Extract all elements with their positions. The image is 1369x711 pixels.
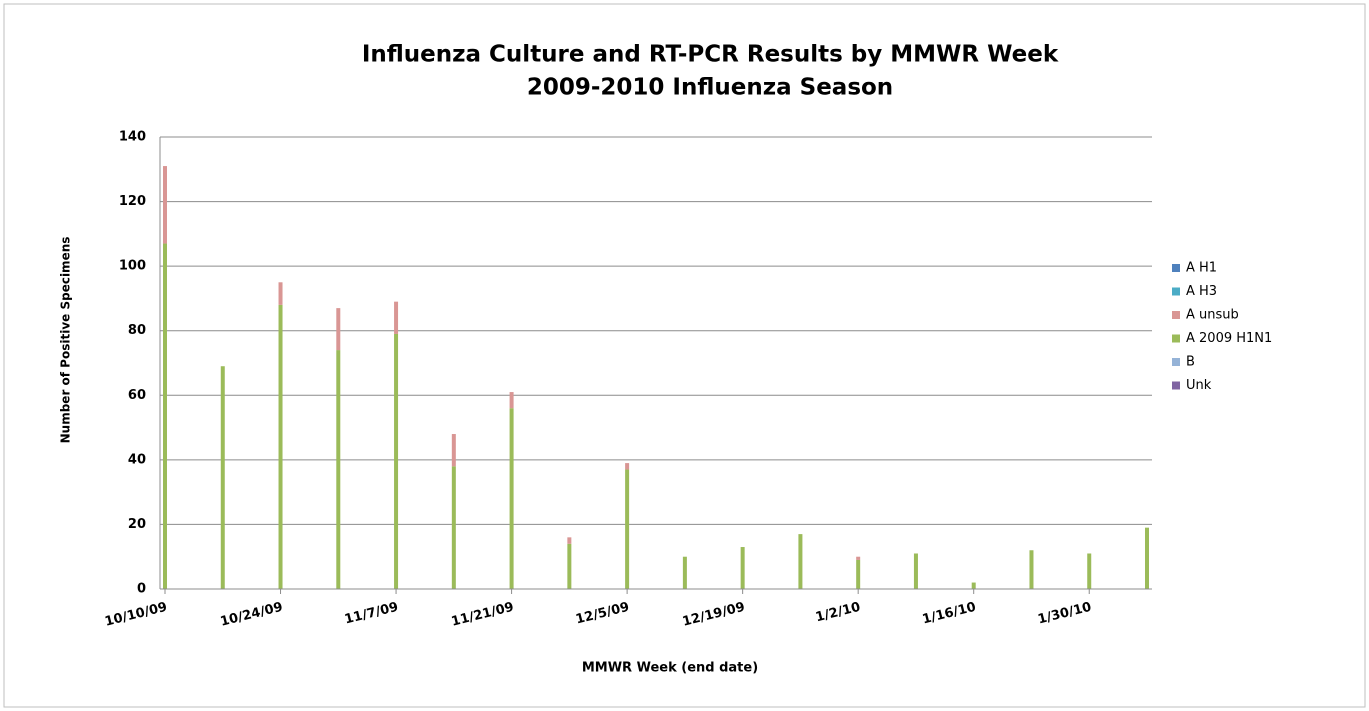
bar-segment [278, 304, 283, 589]
bar-segment [625, 469, 630, 589]
bar-segment [509, 408, 514, 589]
bar-segment [856, 556, 861, 560]
bar-segment [394, 333, 399, 589]
bar-segment [336, 350, 341, 589]
legend-label: B [1186, 355, 1195, 370]
y-tick-label: 120 [119, 194, 146, 209]
y-tick-label: 0 [137, 582, 146, 597]
y-tick-label: 100 [119, 259, 146, 274]
bar-segment [567, 537, 572, 544]
y-tick-label: 20 [128, 517, 146, 532]
bar-segment [509, 392, 514, 409]
legend-label: A H1 [1186, 261, 1217, 276]
bar-segment [220, 366, 225, 589]
bar-segment [1087, 553, 1092, 589]
legend-label: A H3 [1186, 284, 1217, 299]
legend-label: A 2009 H1N1 [1186, 331, 1272, 346]
bar-segment [625, 463, 630, 470]
bar-segment [451, 434, 456, 467]
legend-swatch [1172, 358, 1180, 366]
y-tick-label: 80 [128, 323, 146, 338]
chart-subtitle: 2009-2010 Influenza Season [527, 75, 893, 101]
chart-title: Influenza Culture and RT-PCR Results by … [362, 42, 1059, 68]
y-tick-label: 140 [119, 130, 146, 145]
bar-segment [567, 543, 572, 589]
bar-segment [740, 547, 745, 589]
legend-label: A unsub [1186, 308, 1239, 323]
bar-segment [856, 559, 861, 589]
bar-segment [163, 166, 167, 244]
bar-segment [682, 556, 687, 589]
legend-swatch [1172, 311, 1180, 319]
bar-segment [451, 466, 456, 589]
y-tick-label: 60 [128, 388, 146, 403]
legend-swatch [1172, 334, 1180, 343]
x-axis-title: MMWR Week (end date) [582, 661, 758, 676]
bar-segment [394, 301, 399, 334]
legend-swatch [1172, 264, 1180, 272]
bar-segment [798, 534, 803, 589]
legend-label: Unk [1186, 378, 1212, 393]
bar-segment [971, 582, 976, 589]
bar-segment [278, 282, 283, 305]
y-axis-title: Number of Positive Specimens [59, 237, 73, 444]
bar-segment [913, 553, 918, 589]
legend-swatch [1172, 381, 1180, 390]
bar-segment [336, 308, 341, 351]
bar-segment [1145, 527, 1149, 589]
y-tick-label: 40 [128, 452, 146, 467]
chart-frame [3, 3, 1366, 708]
bar-segment [1029, 550, 1034, 589]
bar-segment [163, 243, 167, 590]
legend-swatch [1172, 287, 1180, 296]
